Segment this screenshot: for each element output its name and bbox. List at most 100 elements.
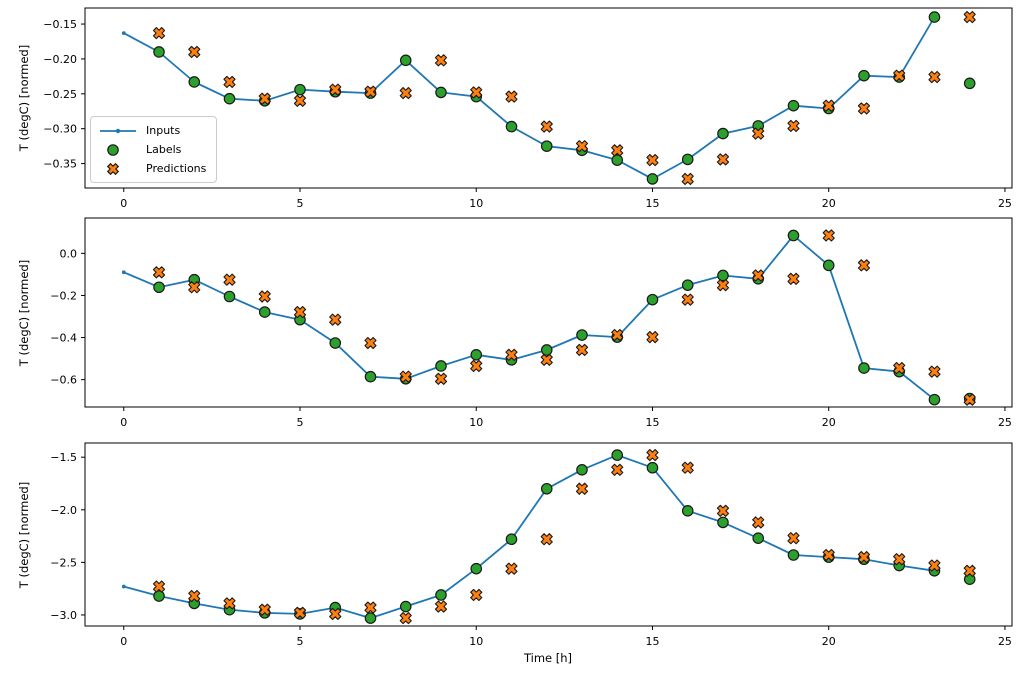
y-tick-label: −1.5 bbox=[50, 451, 77, 464]
predictions-marker bbox=[611, 463, 624, 476]
x-tick-label: 25 bbox=[998, 416, 1012, 429]
labels-marker bbox=[540, 482, 553, 495]
axes-frame bbox=[84, 7, 1013, 189]
predictions-marker bbox=[329, 607, 342, 621]
x-tick-label: 5 bbox=[297, 197, 304, 210]
labels-marker bbox=[223, 92, 236, 105]
labels-marker bbox=[364, 370, 377, 383]
labels-marker bbox=[470, 349, 483, 361]
y-tick-label: −0.15 bbox=[43, 18, 77, 31]
predictions-marker bbox=[963, 564, 976, 577]
axes-frame bbox=[84, 217, 1013, 408]
inputs-line bbox=[123, 234, 936, 401]
predictions-marker bbox=[681, 172, 694, 186]
predictions-marker bbox=[787, 119, 800, 133]
predictions-marker bbox=[152, 580, 166, 593]
predictions-marker bbox=[434, 600, 448, 613]
legend-label-labels: Labels bbox=[146, 143, 182, 156]
predictions-marker bbox=[188, 281, 201, 294]
predictions-marker bbox=[646, 153, 659, 167]
x-tick-label: 10 bbox=[469, 416, 483, 429]
predictions-marker bbox=[928, 365, 941, 378]
predictions-marker bbox=[611, 328, 624, 342]
predictions-marker bbox=[364, 336, 377, 350]
legend-label-inputs: Inputs bbox=[146, 124, 181, 137]
legend-item-predictions: Predictions bbox=[98, 159, 208, 178]
x-tick-label: 5 bbox=[297, 416, 304, 429]
labels-marker bbox=[505, 120, 518, 133]
inputs-marker bbox=[121, 270, 126, 275]
x-tick-label: 20 bbox=[822, 635, 836, 648]
predictions-marker bbox=[293, 606, 307, 619]
labels-marker bbox=[858, 362, 870, 374]
y-tick-label: −0.35 bbox=[43, 158, 77, 171]
legend-item-labels: Labels bbox=[98, 140, 208, 159]
predictions-marker bbox=[470, 86, 483, 99]
inputs-line bbox=[123, 454, 935, 619]
predictions-marker bbox=[329, 313, 342, 326]
labels-marker bbox=[787, 229, 800, 242]
predictions-marker bbox=[716, 279, 730, 292]
x-tick-label: 15 bbox=[645, 197, 659, 210]
predictions-marker bbox=[752, 269, 765, 282]
labels-marker bbox=[681, 153, 694, 166]
predictions-marker bbox=[857, 102, 871, 115]
predictions-marker bbox=[223, 75, 236, 89]
predictions-marker bbox=[223, 273, 236, 286]
predictions-marker bbox=[787, 532, 800, 545]
predictions-marker bbox=[505, 90, 518, 103]
predictions-marker bbox=[716, 504, 730, 517]
x-tick-label: 0 bbox=[120, 635, 127, 648]
predictions-marker bbox=[399, 87, 412, 100]
y-axis-label-middle: T (degC) [normed] bbox=[17, 259, 31, 367]
labels-marker bbox=[399, 600, 412, 613]
x-tick-label: 0 bbox=[120, 416, 127, 429]
predictions-x-icon bbox=[106, 162, 120, 175]
predictions-marker bbox=[646, 331, 659, 344]
labels-marker bbox=[752, 532, 765, 544]
legend-item-inputs: Inputs bbox=[98, 121, 208, 140]
predictions-marker bbox=[681, 293, 694, 306]
labels-marker bbox=[153, 46, 165, 58]
labels-marker bbox=[787, 99, 800, 112]
labels-marker bbox=[963, 77, 976, 90]
labels-marker bbox=[858, 69, 870, 82]
predictions-marker bbox=[188, 45, 201, 59]
predictions-marker bbox=[822, 99, 835, 112]
labels-marker bbox=[646, 173, 659, 185]
labels-marker bbox=[153, 590, 165, 602]
predictions-marker bbox=[188, 589, 201, 603]
predictions-marker bbox=[787, 272, 800, 285]
predictions-marker bbox=[152, 27, 166, 40]
predictions-marker bbox=[399, 612, 412, 625]
predictions-marker bbox=[258, 603, 271, 616]
predictions-marker bbox=[329, 83, 342, 96]
predictions-marker bbox=[928, 559, 941, 572]
x-tick-label: 0 bbox=[120, 197, 127, 210]
y-tick-label: −2.5 bbox=[50, 556, 77, 569]
labels-marker bbox=[188, 76, 201, 88]
predictions-marker bbox=[540, 533, 553, 546]
predictions-marker bbox=[540, 353, 553, 366]
labels-marker bbox=[928, 11, 941, 23]
predictions-marker bbox=[752, 516, 765, 529]
labels-marker bbox=[258, 306, 271, 318]
labels-marker bbox=[435, 86, 447, 99]
x-tick-label: 25 bbox=[998, 635, 1012, 648]
x-tick-label: 15 bbox=[645, 635, 659, 648]
labels-circle-icon bbox=[107, 143, 119, 156]
predictions-marker bbox=[716, 153, 730, 166]
labels-marker bbox=[681, 505, 694, 517]
inputs-marker bbox=[121, 31, 126, 36]
predictions-marker bbox=[364, 85, 377, 98]
inputs-marker bbox=[121, 584, 126, 589]
y-tick-label: −0.30 bbox=[43, 123, 77, 136]
predictions-marker bbox=[857, 551, 871, 564]
chart-panel-bottom: 0 5 10 15 20 25 −1.5 −2.0 −2.5 −3.0 bbox=[50, 442, 1013, 648]
labels-marker bbox=[611, 154, 624, 166]
y-tick-label: −3.0 bbox=[50, 609, 77, 622]
labels-marker bbox=[540, 344, 553, 356]
predictions-marker bbox=[258, 92, 271, 105]
labels-marker bbox=[399, 54, 412, 67]
